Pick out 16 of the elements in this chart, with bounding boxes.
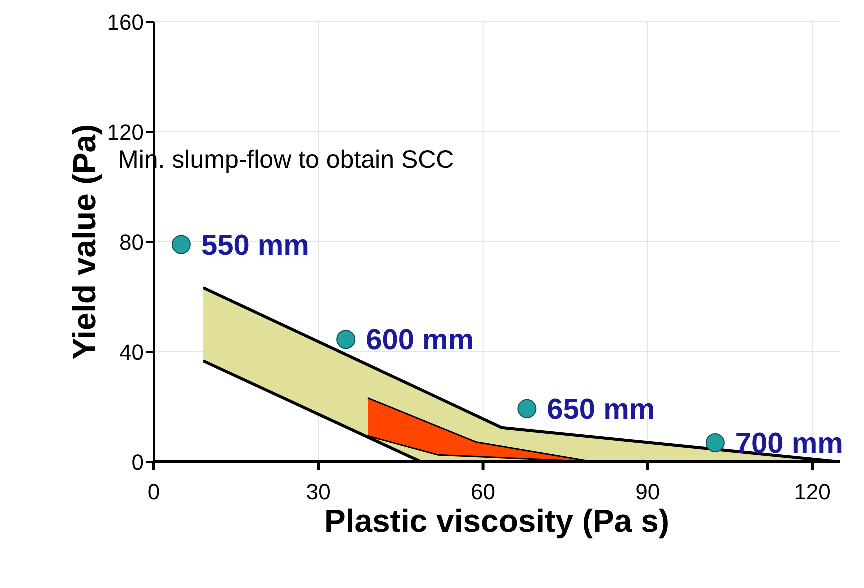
x-axis-title: Plastic viscosity (Pa s) (324, 503, 670, 539)
y-tick-label: 80 (120, 230, 144, 255)
x-tick-label: 120 (794, 480, 831, 505)
y-tick-label: 120 (107, 120, 144, 145)
y-axis-title: Yield value (Pa) (66, 124, 102, 360)
x-tick-label: 60 (471, 480, 496, 505)
x-tick-label: 0 (148, 480, 160, 505)
y-tick-label: 160 (107, 10, 144, 35)
annotation: 700 mm (735, 428, 844, 460)
y-tick-label: 40 (120, 340, 144, 365)
x-tick-label: 90 (636, 480, 660, 505)
annotation: 650 mm (547, 394, 656, 426)
x-tick-label: 30 (306, 480, 331, 505)
annotation: 550 mm (201, 230, 310, 262)
annotation: 600 mm (366, 324, 474, 357)
y-tick-label: 0 (132, 450, 144, 475)
